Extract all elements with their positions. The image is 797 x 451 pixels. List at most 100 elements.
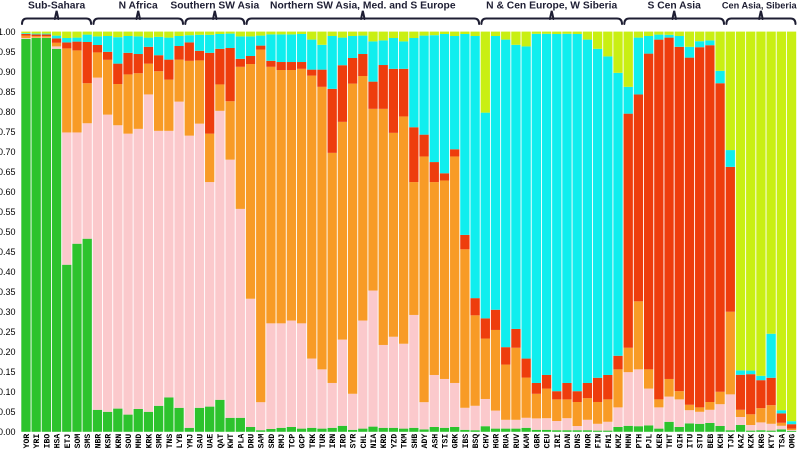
svg-text:IBS: IBS xyxy=(462,434,471,449)
svg-text:RMJ: RMJ xyxy=(278,434,287,449)
svg-text:FN1: FN1 xyxy=(605,434,614,449)
svg-text:0.65: 0.65 xyxy=(0,167,16,177)
svg-text:NBR: NBR xyxy=(94,434,103,449)
svg-text:YMJ: YMJ xyxy=(186,434,195,449)
svg-text:SRD: SRD xyxy=(268,434,277,449)
svg-text:HGR: HGR xyxy=(493,434,502,449)
svg-text:KAM: KAM xyxy=(523,434,532,449)
svg-text:TRK: TRK xyxy=(309,434,318,449)
svg-text:KRG: KRG xyxy=(758,434,767,449)
svg-text:YRI: YRI xyxy=(33,434,42,449)
svg-text:KRN: KRN xyxy=(115,434,124,449)
svg-text:IBO: IBO xyxy=(43,434,52,449)
svg-text:KSR: KSR xyxy=(105,434,114,449)
svg-text:RUV: RUV xyxy=(513,434,522,449)
svg-text:SYR: SYR xyxy=(350,434,359,449)
svg-text:IRI: IRI xyxy=(554,434,563,449)
svg-text:0.95: 0.95 xyxy=(0,47,16,57)
svg-text:GCP: GCP xyxy=(299,434,308,449)
svg-text:PJL: PJL xyxy=(646,434,655,449)
svg-text:STU: STU xyxy=(697,434,706,449)
svg-text:UAE: UAE xyxy=(207,434,216,449)
svg-text:PLA: PLA xyxy=(237,434,246,449)
svg-text:TSI: TSI xyxy=(441,434,450,449)
svg-text:KAZ: KAZ xyxy=(738,434,747,449)
svg-text:CEU: CEU xyxy=(544,434,553,449)
svg-text:DRU: DRU xyxy=(248,434,257,449)
svg-text:SMR: SMR xyxy=(156,434,165,449)
svg-text:Northern SW Asia, Med. and S E: Northern SW Asia, Med. and S Europe xyxy=(270,1,456,12)
svg-text:0.85: 0.85 xyxy=(0,87,16,97)
svg-text:KCH: KCH xyxy=(717,434,726,449)
svg-text:0.35: 0.35 xyxy=(0,287,16,297)
svg-text:GIH: GIH xyxy=(676,434,685,449)
svg-text:Southern SW Asia: Southern SW Asia xyxy=(170,1,259,12)
svg-text:0.10: 0.10 xyxy=(0,387,16,397)
svg-text:SAM: SAM xyxy=(258,434,267,449)
svg-text:THT: THT xyxy=(666,434,675,449)
svg-text:ITU: ITU xyxy=(686,434,695,449)
svg-text:SMS: SMS xyxy=(84,434,93,449)
svg-text:IRN: IRN xyxy=(329,434,338,449)
svg-text:0.75: 0.75 xyxy=(0,127,16,137)
svg-text:PTH: PTH xyxy=(635,434,644,449)
svg-text:SAU: SAU xyxy=(196,434,205,449)
svg-text:0.40: 0.40 xyxy=(0,267,16,277)
svg-text:0.00: 0.00 xyxy=(0,427,16,437)
svg-text:BEB: BEB xyxy=(707,434,716,449)
svg-text:0.80: 0.80 xyxy=(0,107,16,117)
svg-text:0.90: 0.90 xyxy=(0,67,16,77)
svg-text:GBR: GBR xyxy=(533,434,542,449)
svg-text:ASH: ASH xyxy=(431,434,440,449)
svg-text:HSA: HSA xyxy=(54,434,63,449)
svg-text:KER: KER xyxy=(656,434,665,449)
svg-text:KMZ: KMZ xyxy=(615,434,624,449)
svg-text:0.55: 0.55 xyxy=(0,207,16,217)
svg-text:KRD: KRD xyxy=(380,434,389,449)
svg-text:KRK: KRK xyxy=(145,434,154,449)
svg-text:ETJ: ETJ xyxy=(64,434,73,449)
svg-text:0.20: 0.20 xyxy=(0,347,16,357)
svg-text:SOM: SOM xyxy=(74,434,83,449)
svg-text:RUA: RUA xyxy=(503,434,512,449)
svg-text:TKM: TKM xyxy=(401,434,410,449)
svg-text:N Africa: N Africa xyxy=(119,1,158,12)
svg-text:TCP: TCP xyxy=(288,434,297,449)
svg-text:1.00: 1.00 xyxy=(0,27,16,37)
svg-text:OMG: OMG xyxy=(789,434,797,449)
svg-text:0.15: 0.15 xyxy=(0,367,16,377)
svg-text:0.45: 0.45 xyxy=(0,247,16,257)
svg-text:QAT: QAT xyxy=(217,434,226,449)
svg-text:MHN: MHN xyxy=(625,434,634,449)
svg-text:SOU: SOU xyxy=(125,434,134,449)
svg-text:ADY: ADY xyxy=(421,434,430,449)
svg-text:0.30: 0.30 xyxy=(0,307,16,317)
svg-text:KZK: KZK xyxy=(748,434,757,449)
svg-text:GRK: GRK xyxy=(452,434,461,449)
svg-text:CHV: CHV xyxy=(482,434,491,449)
svg-text:0.25: 0.25 xyxy=(0,327,16,337)
svg-text:KTY: KTY xyxy=(768,434,777,449)
svg-text:LYB: LYB xyxy=(176,434,185,449)
svg-text:TJK: TJK xyxy=(727,434,736,449)
svg-text:TUR: TUR xyxy=(319,434,328,449)
svg-text:MHD: MHD xyxy=(135,434,144,449)
svg-text:TNS: TNS xyxy=(166,434,175,449)
svg-text:S Cen Asia: S Cen Asia xyxy=(647,1,701,12)
svg-text:N & Cen Europe, W Siberia: N & Cen Europe, W Siberia xyxy=(486,1,617,12)
svg-text:0.60: 0.60 xyxy=(0,187,16,197)
svg-text:0.50: 0.50 xyxy=(0,227,16,237)
svg-text:YOR: YOR xyxy=(23,434,32,449)
svg-text:DAN: DAN xyxy=(564,434,573,449)
svg-text:FIN: FIN xyxy=(595,434,604,449)
svg-text:BSQ: BSQ xyxy=(472,434,481,449)
svg-text:NOR: NOR xyxy=(584,434,593,449)
svg-text:0.05: 0.05 xyxy=(0,407,16,417)
svg-text:KWT: KWT xyxy=(227,434,236,449)
svg-text:SHB: SHB xyxy=(411,434,420,449)
svg-text:CHL: CHL xyxy=(360,434,369,449)
svg-text:TSA: TSA xyxy=(778,434,787,449)
svg-text:DNS: DNS xyxy=(574,434,583,449)
svg-text:Sub-Sahara: Sub-Sahara xyxy=(28,1,85,12)
svg-text:0.70: 0.70 xyxy=(0,147,16,157)
